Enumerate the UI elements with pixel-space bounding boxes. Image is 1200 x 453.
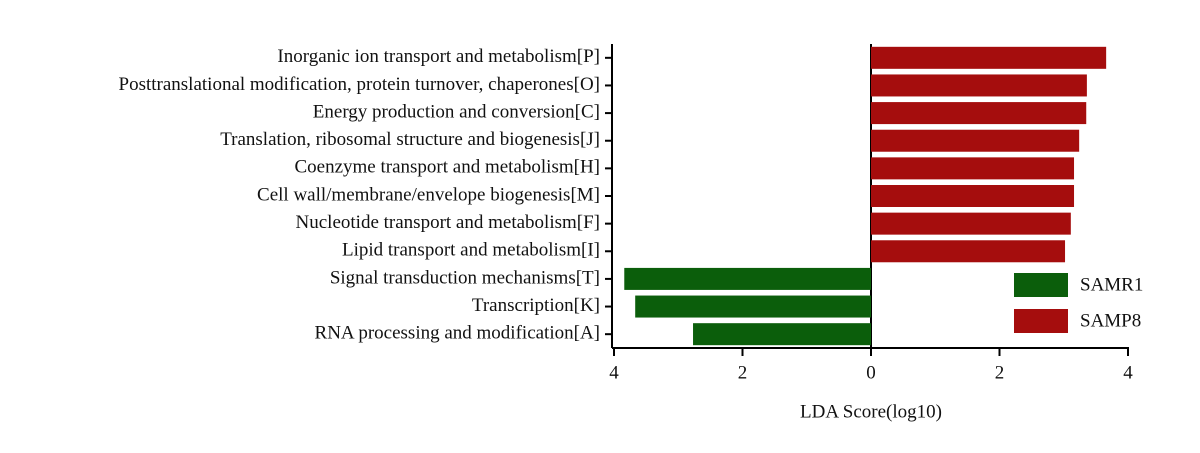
x-tick-label: 0	[866, 362, 876, 383]
legend-swatch	[1014, 309, 1068, 333]
legend-label: SAMR1	[1080, 274, 1143, 295]
y-tick-label: Signal transduction mechanisms[T]	[330, 267, 600, 288]
bar	[871, 102, 1087, 125]
bar	[871, 212, 1071, 235]
x-axis-label: LDA Score(log10)	[800, 401, 942, 422]
y-tick-label: Lipid transport and metabolism[I]	[342, 240, 600, 261]
x-tick-label: 4	[1123, 362, 1133, 383]
bar	[871, 46, 1107, 69]
x-tick-label: 4	[609, 362, 619, 383]
legend-label: SAMP8	[1080, 310, 1141, 331]
bar	[635, 295, 871, 318]
legend-swatch	[1014, 273, 1068, 297]
y-tick-label: Transcription[K]	[472, 295, 600, 316]
x-tick-label: 2	[738, 362, 748, 383]
y-tick-label: Energy production and conversion[C]	[313, 101, 600, 122]
bar	[871, 240, 1066, 263]
x-tick-label: 2	[995, 362, 1005, 383]
bar	[693, 323, 871, 346]
bar	[871, 74, 1087, 97]
bar	[871, 185, 1075, 207]
bar	[871, 129, 1080, 152]
y-tick-label: Cell wall/membrane/envelope biogenesis[M…	[257, 184, 600, 205]
y-tick-label: Nucleotide transport and metabolism[F]	[296, 212, 600, 233]
y-tick-label: Translation, ribosomal structure and bio…	[220, 129, 600, 150]
y-tick-label: RNA processing and modification[A]	[315, 323, 600, 344]
bar	[871, 157, 1075, 180]
y-tick-label: Coenzyme transport and metabolism[H]	[294, 157, 600, 178]
y-tick-label: Posttranslational modification, protein …	[119, 74, 601, 95]
y-tick-label: Inorganic ion transport and metabolism[P…	[277, 46, 600, 67]
bar	[624, 267, 871, 290]
